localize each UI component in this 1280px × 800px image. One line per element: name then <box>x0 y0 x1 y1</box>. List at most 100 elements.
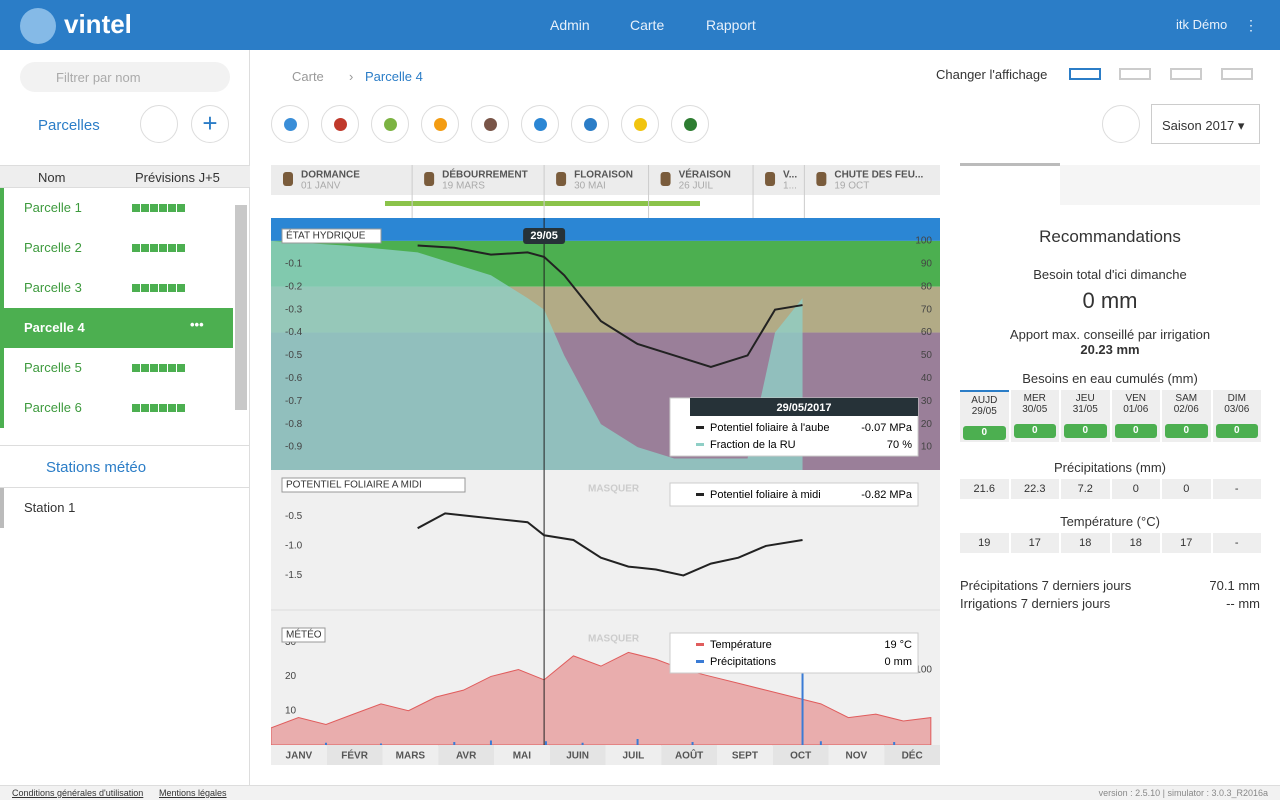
month-cell <box>828 745 885 765</box>
temp-cell: - <box>1212 533 1261 553</box>
need-badge: 0 <box>1165 424 1208 438</box>
link-legal[interactable]: Mentions légales <box>159 788 227 798</box>
legend-swatch <box>696 493 704 496</box>
stage-icon <box>424 172 435 186</box>
parcel-row[interactable]: Parcelle 5 <box>0 348 233 388</box>
tooltip-value: -0.82 MPa <box>861 489 913 501</box>
precip-bar <box>379 743 382 745</box>
panel-label-bg <box>281 627 326 643</box>
nav-rapport[interactable]: Rapport <box>706 17 756 33</box>
nav-admin[interactable]: Admin <box>550 17 590 33</box>
stage-name: VÉRAISON <box>679 168 731 181</box>
forecast <box>132 364 186 372</box>
tab-water[interactable] <box>960 163 1060 205</box>
y-tick-label: -0.5 <box>285 511 303 522</box>
y2-tick-label: 30 <box>921 396 933 407</box>
month-cell <box>605 745 662 765</box>
parcel-row[interactable]: Parcelle 6 <box>0 388 233 428</box>
col-name[interactable]: Nom <box>38 170 66 185</box>
station-row[interactable]: Station 1 <box>0 488 250 528</box>
y-tick-label: -0.3 <box>285 304 303 315</box>
tool-button[interactable] <box>621 105 659 143</box>
forecast <box>132 404 186 412</box>
tool-icon <box>634 118 647 131</box>
temp-title: Température (°C) <box>1060 514 1160 529</box>
y2-tick-label: 70 <box>921 304 933 315</box>
layout-4[interactable] <box>1221 68 1253 80</box>
search[interactable]: Filtrer par nom <box>20 62 230 92</box>
temp-cell: 17 <box>1162 533 1211 553</box>
need-value: 0 mm <box>1082 288 1138 313</box>
temp-cell: 17 <box>1010 533 1059 553</box>
need-badge: 0 <box>1064 424 1107 438</box>
stage-name: V... <box>783 170 797 181</box>
tool-button[interactable] <box>471 105 509 143</box>
month-cell <box>438 745 494 765</box>
tool-button[interactable] <box>571 105 609 143</box>
tool-button[interactable] <box>371 105 409 143</box>
tool-button[interactable] <box>521 105 559 143</box>
nav-carte[interactable]: Carte <box>630 17 665 33</box>
parcels-title[interactable]: Parcelles <box>38 117 100 134</box>
refresh[interactable] <box>1102 105 1140 143</box>
temp-cell: 18 <box>1061 533 1110 553</box>
breadcrumb-root[interactable]: Carte <box>292 69 324 84</box>
precip-cell: 21.6 <box>960 479 1009 499</box>
tool-button[interactable] <box>421 105 459 143</box>
tool-icon <box>284 118 297 131</box>
line <box>417 244 803 368</box>
need-badge: 0 <box>1114 424 1157 438</box>
day-name: MER <box>1023 393 1046 404</box>
month-cell <box>549 745 606 765</box>
y-tick-label: -1.5 <box>285 570 303 581</box>
display-label: Changer l'affichage <box>936 67 1048 82</box>
day-name: SAM <box>1175 393 1198 404</box>
season-select[interactable]: Saison 2017 ▾ <box>1151 104 1260 144</box>
precip-cell: 0 <box>1111 479 1160 499</box>
layout-2[interactable] <box>1119 68 1151 80</box>
legend-swatch <box>696 443 704 446</box>
layout-1[interactable] <box>1069 68 1101 80</box>
breadcrumb-current: Parcelle 4 <box>365 69 423 84</box>
menu[interactable]: ⋮ <box>1244 17 1258 33</box>
y2-tick-label: 90 <box>921 258 933 269</box>
parcel-row[interactable]: Parcelle 2 <box>0 228 233 268</box>
parcel-row[interactable]: Parcelle 3 <box>0 268 233 308</box>
map-button[interactable] <box>140 105 178 143</box>
legend-name: Précipitations <box>710 656 777 668</box>
table-header: Nom Prévisions J+5 <box>0 165 250 188</box>
line <box>417 512 803 577</box>
season: Saison 2017 <box>1162 118 1235 133</box>
stage-icon <box>765 172 776 186</box>
month-label: JUIN <box>566 751 589 762</box>
layout-3[interactable] <box>1170 68 1202 80</box>
y2-tick-label: 80 <box>921 281 933 292</box>
precip-bar <box>581 742 584 745</box>
link-cgu[interactable]: Conditions générales d'utilisation <box>12 788 144 798</box>
user[interactable]: itk Démo <box>1176 17 1228 32</box>
tool-button[interactable] <box>271 105 309 143</box>
summary-label: Irrigations 7 derniers jours <box>960 596 1111 611</box>
stations-header[interactable]: Stations météo <box>0 445 250 488</box>
parcel-row[interactable]: Parcelle 1 <box>0 188 233 228</box>
y2-tick-label: 100 <box>915 665 932 676</box>
add-button[interactable]: + <box>191 105 229 143</box>
stage-icon <box>283 172 293 186</box>
logo[interactable]: vintel <box>64 9 132 39</box>
precip-bar <box>324 742 327 745</box>
month-label: SEPT <box>732 751 758 762</box>
scrollbar[interactable] <box>235 205 247 410</box>
panel-title: ÉTAT HYDRIQUE <box>286 229 366 242</box>
forecast <box>132 284 186 292</box>
parcel-row[interactable]: Parcelle 4 ••• <box>0 308 233 348</box>
legend-swatch <box>696 643 704 646</box>
precip-cell: 0 <box>1162 479 1211 499</box>
y-tick-label: 20 <box>285 671 297 682</box>
tool-icon <box>334 118 347 131</box>
tool-button[interactable] <box>321 105 359 143</box>
temp-cell: 18 <box>1111 533 1160 553</box>
tooltip-head <box>690 398 918 416</box>
col-forecast: Prévisions J+5 <box>135 170 220 185</box>
tool-button[interactable] <box>671 105 709 143</box>
